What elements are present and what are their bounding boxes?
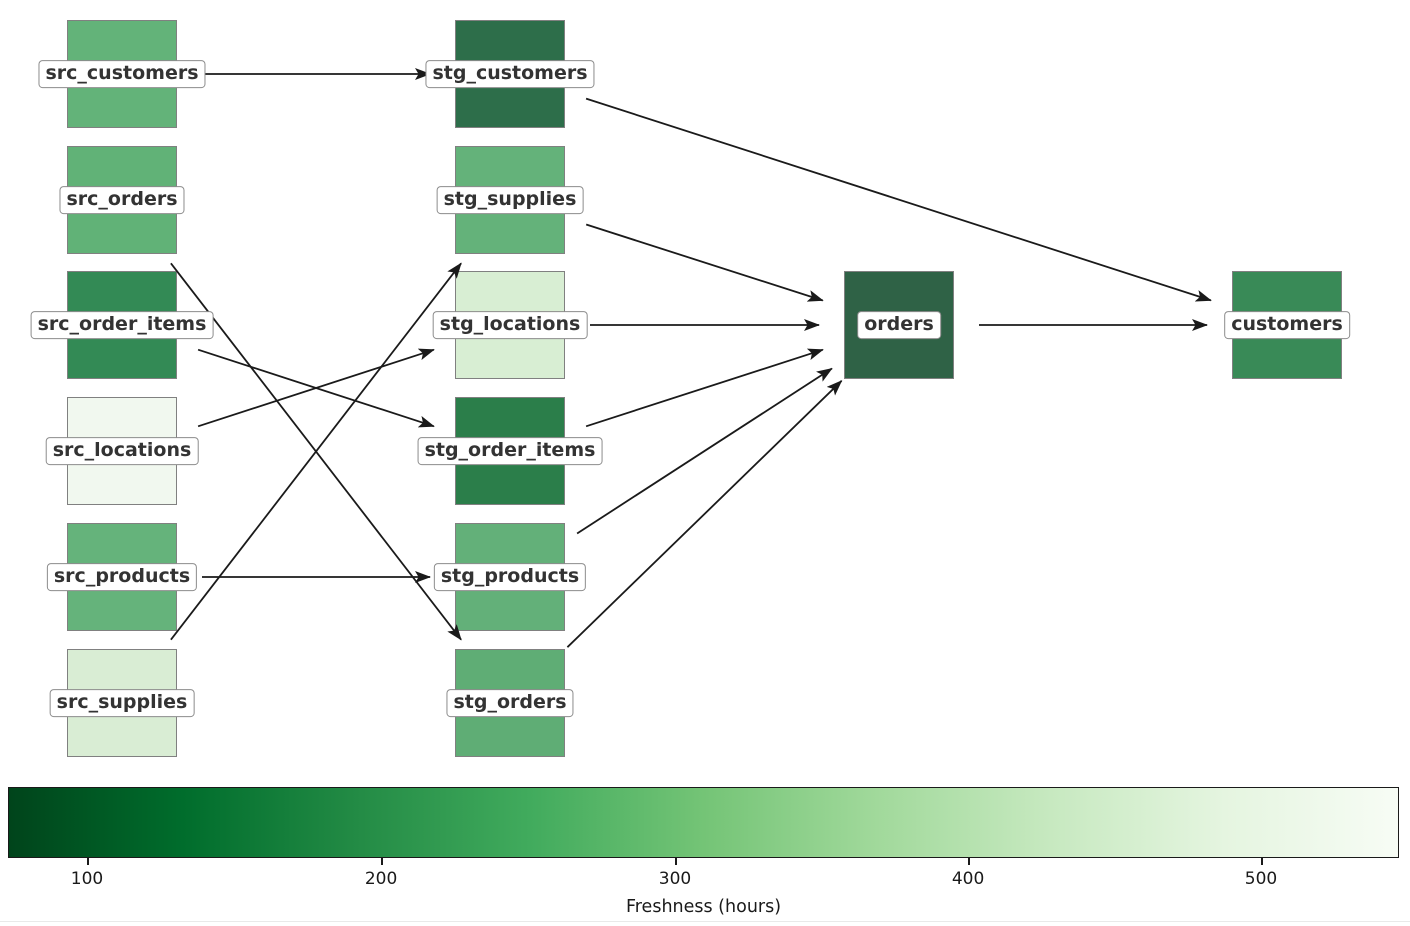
node-label-stg_order_items: stg_order_items	[417, 437, 603, 465]
node-label-orders: orders	[857, 311, 941, 339]
colorbar-axis-label: Freshness (hours)	[625, 897, 782, 917]
node-label-src_orders: src_orders	[59, 186, 185, 214]
colorbar-tick-500	[1261, 858, 1263, 865]
edge-stg_customers-to-customers	[585, 97, 1212, 302]
node-label-src_locations: src_locations	[45, 437, 199, 465]
node-label-src_order_items: src_order_items	[30, 311, 214, 339]
node-label-src_products: src_products	[46, 563, 198, 591]
node-label-stg_products: stg_products	[433, 563, 587, 591]
node-label-stg_orders: stg_orders	[446, 689, 574, 717]
colorbar	[8, 787, 1399, 858]
edge-stg_order_items-to-orders	[585, 348, 824, 428]
colorbar-tick-300	[674, 858, 677, 865]
colorbar-tick-label-100: 100	[70, 869, 104, 889]
colorbar-tick-label-400: 400	[951, 869, 985, 889]
colorbar-tick-label-300: 300	[658, 869, 692, 889]
node-label-src_customers: src_customers	[38, 60, 206, 88]
edge-src_locations-to-stg_locations	[197, 348, 435, 428]
node-label-stg_customers: stg_customers	[425, 60, 595, 88]
node-label-src_supplies: src_supplies	[49, 689, 195, 717]
colorbar-tick-label-200: 200	[364, 869, 398, 889]
node-label-stg_locations: stg_locations	[432, 311, 588, 339]
edge-stg_orders-to-orders	[566, 380, 843, 648]
colorbar-tick-label-500: 500	[1244, 869, 1278, 889]
edge-stg_supplies-to-orders	[585, 223, 824, 302]
edge-stg_products-to-orders	[576, 367, 833, 535]
colorbar-tick-100	[87, 858, 89, 865]
node-label-stg_supplies: stg_supplies	[436, 186, 584, 214]
edge-src_supplies-to-stg_supplies	[170, 262, 462, 641]
node-label-customers: customers	[1224, 311, 1350, 339]
colorbar-tick-400	[968, 858, 970, 865]
bottom-hairline	[0, 921, 1410, 922]
colorbar-tick-200	[381, 858, 383, 865]
